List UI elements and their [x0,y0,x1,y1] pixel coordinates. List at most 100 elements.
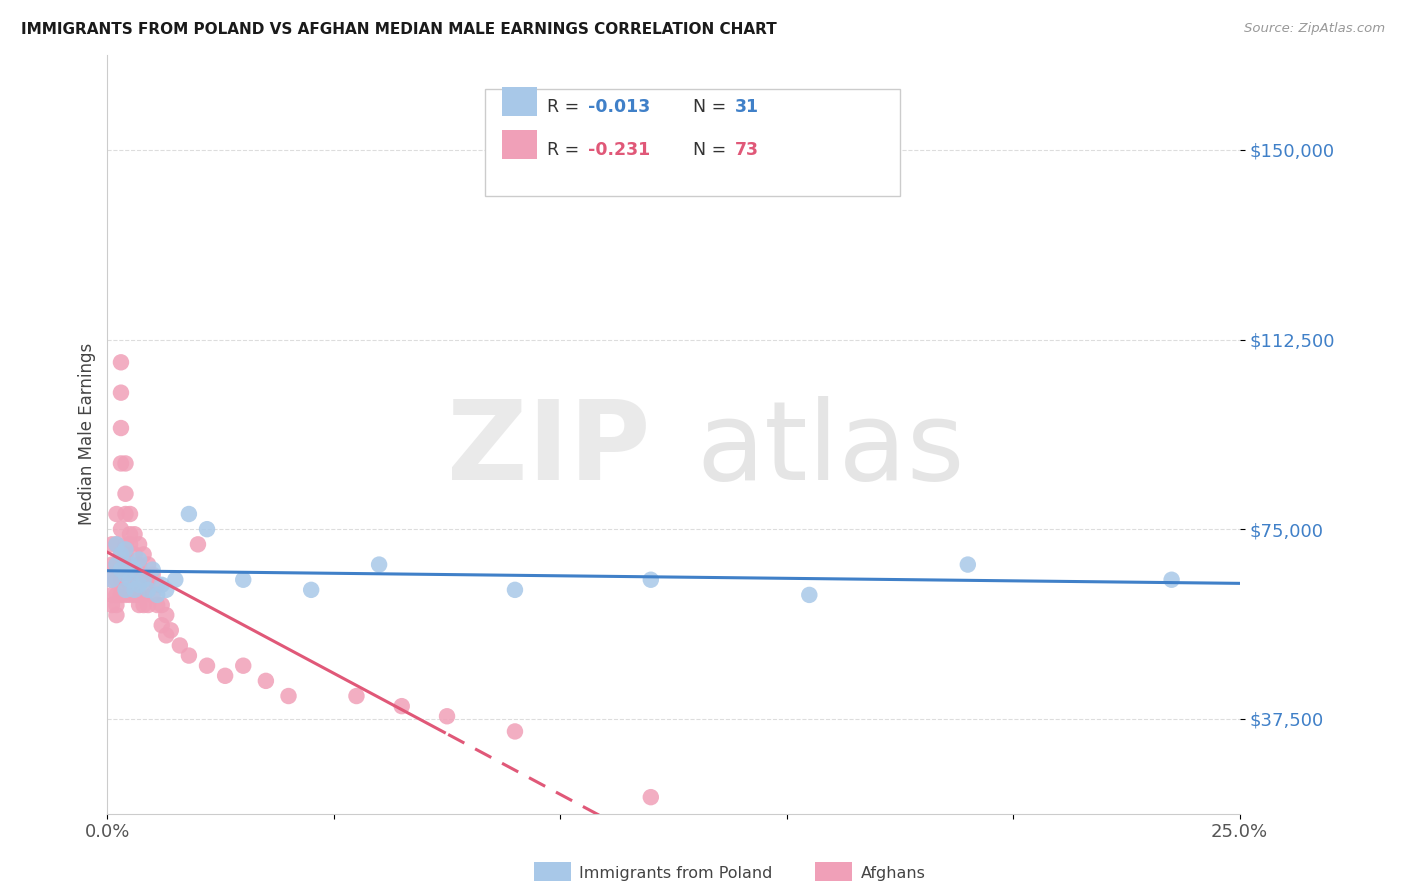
Point [128,552,150,566]
Point [105,573,128,587]
Point [254,673,277,688]
Point [105,558,128,572]
Text: ZIP: ZIP [447,396,651,503]
Point [146,578,169,592]
Point [136,573,159,587]
Point [132,573,155,587]
Point [195,522,218,536]
Text: Source: ZipAtlas.com: Source: ZipAtlas.com [1244,22,1385,36]
Point [101,537,124,551]
Point [105,598,128,612]
Point [118,507,141,521]
Text: -0.231: -0.231 [588,141,650,159]
Point [132,548,155,562]
Point [101,598,124,612]
Point [169,639,191,653]
Point [118,558,141,572]
Point [110,563,132,577]
Point [640,790,662,805]
Point [132,588,155,602]
Point [110,355,132,369]
Point [195,658,218,673]
Point [118,578,141,592]
Text: Immigrants from Poland: Immigrants from Poland [579,866,773,881]
Point [368,558,391,572]
Point [105,537,128,551]
Point [128,588,150,602]
Point [640,573,662,587]
Point [124,582,146,597]
Text: Afghans: Afghans [860,866,925,881]
Point [114,537,136,551]
Point [128,537,150,551]
Text: 73: 73 [735,141,759,159]
Point [187,537,209,551]
Point [155,608,177,623]
Point [110,457,132,471]
Point [146,588,169,602]
Point [118,567,141,582]
Point [165,573,187,587]
Point [101,588,124,602]
Point [105,588,128,602]
Point [155,582,177,597]
Point [114,582,136,597]
Point [114,507,136,521]
Point [124,588,146,602]
Text: IMMIGRANTS FROM POLAND VS AFGHAN MEDIAN MALE EARNINGS CORRELATION CHART: IMMIGRANTS FROM POLAND VS AFGHAN MEDIAN … [21,22,778,37]
Point [391,699,413,714]
Point [177,507,200,521]
Text: N =: N = [693,98,733,116]
Point [114,573,136,587]
Point [799,588,821,602]
Point [142,563,165,577]
Point [110,548,132,562]
Point [114,487,136,501]
Point [101,558,124,572]
Point [105,608,128,623]
Point [128,558,150,572]
Point [177,648,200,663]
Point [114,558,136,572]
Point [110,573,132,587]
Point [136,598,159,612]
Point [214,669,236,683]
Point [118,558,141,572]
Point [503,724,526,739]
Point [110,421,132,435]
Point [146,598,169,612]
Point [128,598,150,612]
Point [101,573,124,587]
Point [232,573,254,587]
Text: N =: N = [693,141,733,159]
Point [118,537,141,551]
Point [150,598,173,612]
Point [110,588,132,602]
Text: -0.013: -0.013 [588,98,650,116]
Text: 31: 31 [735,98,759,116]
Point [110,548,132,562]
Point [503,582,526,597]
Point [150,578,173,592]
Point [105,507,128,521]
Point [105,537,128,551]
Point [232,658,254,673]
Point [132,598,155,612]
Point [155,628,177,642]
Point [956,558,979,572]
Point [114,548,136,562]
Point [136,558,159,572]
Text: atlas: atlas [696,396,965,503]
Point [128,573,150,587]
Point [114,457,136,471]
Point [277,689,299,703]
Point [118,588,141,602]
Point [110,385,132,400]
Point [436,709,458,723]
Point [114,588,136,602]
Point [159,624,181,638]
Point [124,563,146,577]
Point [142,567,165,582]
Point [118,573,141,587]
Point [150,618,173,632]
